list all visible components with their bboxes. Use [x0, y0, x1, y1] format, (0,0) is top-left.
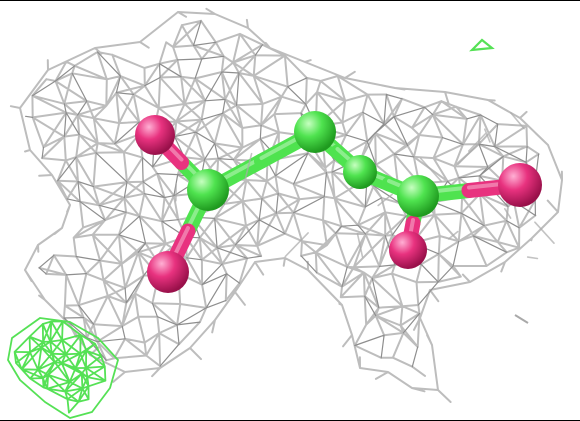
oxygen-atom[interactable] — [389, 231, 427, 269]
small-density-fragment — [469, 38, 495, 52]
ligand-molecule[interactable] — [135, 111, 555, 293]
stray-mesh-segment — [514, 314, 529, 324]
ligand-atoms — [135, 111, 542, 293]
density-mesh-lines — [9, 7, 563, 403]
density-mesh — [9, 7, 563, 403]
difference-density-lines — [7, 317, 119, 419]
difference-density-mesh — [7, 317, 119, 419]
top-border-line — [0, 0, 580, 1]
oxygen-atom[interactable] — [147, 251, 189, 293]
carbon-atom[interactable] — [187, 169, 229, 211]
foreground-mesh-strands — [175, 112, 555, 260]
oxygen-atom[interactable] — [135, 115, 175, 155]
carbon-atom[interactable] — [343, 155, 377, 189]
oxygen-atom[interactable] — [498, 163, 542, 207]
carbon-atom[interactable] — [294, 111, 336, 153]
carbon-atom[interactable] — [397, 175, 439, 217]
